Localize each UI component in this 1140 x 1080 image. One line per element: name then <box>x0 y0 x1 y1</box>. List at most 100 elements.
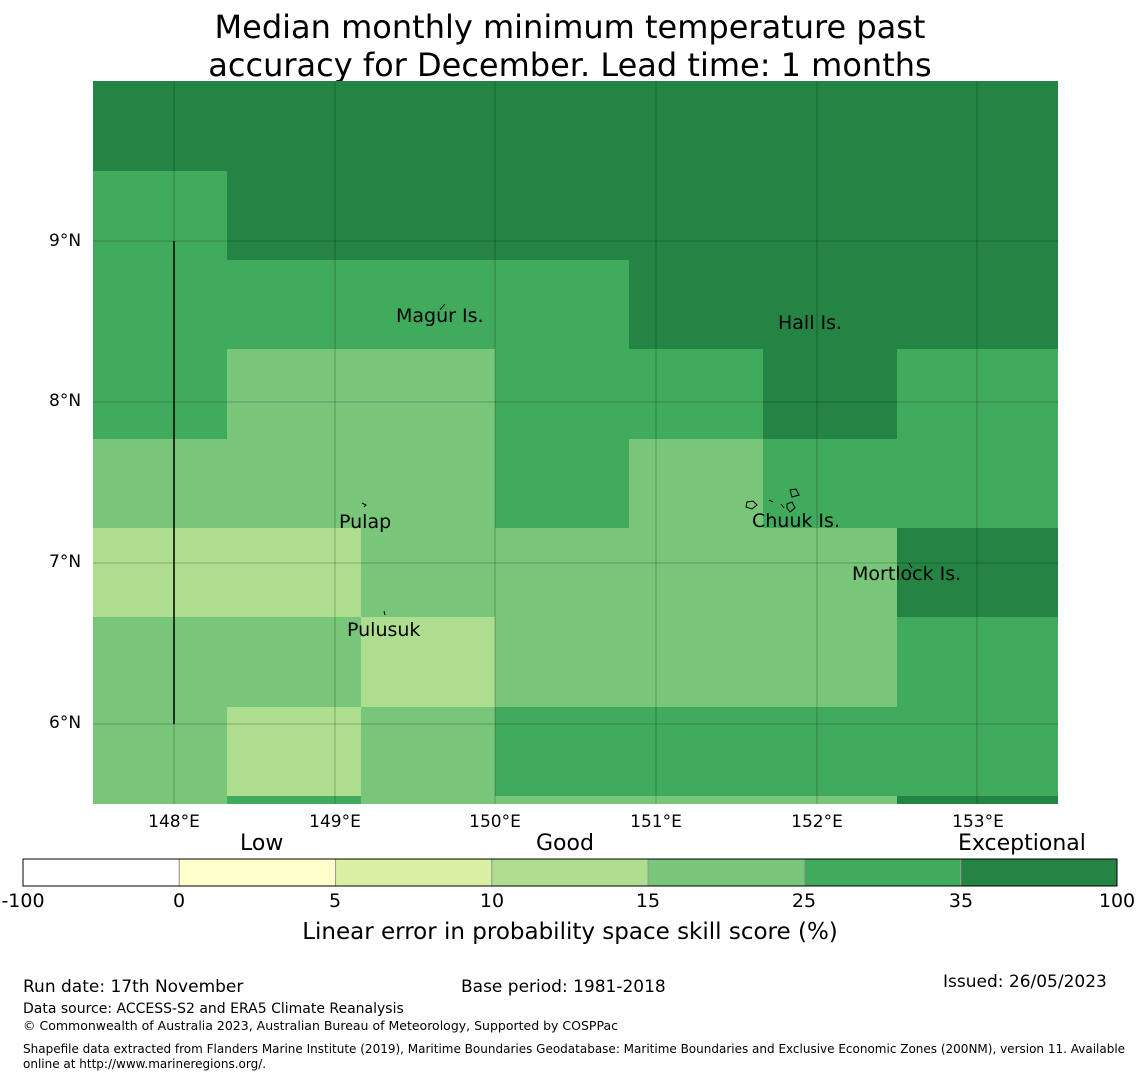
skill-cell <box>763 707 897 796</box>
skill-cell <box>495 528 629 617</box>
colorbar-segment <box>22 858 180 887</box>
skill-cell <box>361 260 495 349</box>
colorbar-tick-0: 0 <box>172 890 186 912</box>
skill-cell <box>495 349 629 439</box>
skill-cell <box>897 171 1031 260</box>
lat-label-6n: 6°N <box>49 713 82 733</box>
run-date: Run date: 17th November <box>23 977 244 997</box>
skill-cell <box>1031 796 1058 804</box>
place-hall: Hall Is. <box>778 312 843 334</box>
skill-cell <box>629 617 763 707</box>
skill-cell <box>1031 81 1058 171</box>
skill-cell <box>361 707 495 796</box>
colorbar-segment <box>960 858 1118 887</box>
skill-cell <box>227 796 361 804</box>
skill-cell <box>629 707 763 796</box>
skill-cell <box>897 439 1031 528</box>
colorbar-category-low: Low <box>240 831 284 856</box>
skill-cell <box>93 617 227 707</box>
colorbar-outline <box>22 858 1118 887</box>
skill-cell <box>93 349 227 439</box>
skill-cell <box>629 81 763 171</box>
shapefile-credit-line-2: online at http://www.marineregions.org/. <box>23 1057 267 1071</box>
skill-cell <box>227 349 361 439</box>
skill-cell <box>629 171 763 260</box>
skill-cell <box>361 796 495 804</box>
copyright: © Commonwealth of Australia 2023, Austra… <box>23 1018 618 1033</box>
skill-cell <box>629 349 763 439</box>
skill-cell <box>361 171 495 260</box>
skill-cell <box>897 81 1031 171</box>
skill-cell <box>93 528 227 617</box>
skill-cell <box>763 617 897 707</box>
island-outlines <box>361 303 913 616</box>
skill-cell <box>763 349 897 439</box>
chuuk-island-shapes <box>745 488 800 513</box>
lon-label-152e: 152°E <box>791 812 843 832</box>
skill-cell <box>227 707 361 796</box>
title-line-2: accuracy for December. Lead time: 1 mont… <box>208 46 932 84</box>
place-pulap: Pulap <box>339 511 392 533</box>
skill-cell <box>763 528 897 617</box>
colorbar <box>22 858 1118 887</box>
base-period: Base period: 1981-2018 <box>461 977 666 997</box>
skill-cell <box>1031 528 1058 617</box>
skill-cell <box>93 260 227 349</box>
colorbar-segment <box>491 858 649 887</box>
skill-cell <box>1031 171 1058 260</box>
colorbar-category-good: Good <box>536 831 594 856</box>
skill-cell <box>495 171 629 260</box>
skill-cell <box>897 707 1031 796</box>
skill-cell <box>629 260 763 349</box>
skill-cell <box>227 260 361 349</box>
skill-cell <box>227 171 361 260</box>
lon-label-151e: 151°E <box>630 812 682 832</box>
mortlock-island-shape <box>908 562 913 569</box>
colorbar-tick-5: 5 <box>328 890 342 912</box>
colorbar-tick-neg100: -100 <box>1 890 45 912</box>
skill-cell <box>93 81 227 171</box>
skill-cell <box>361 439 495 528</box>
colorbar-segment <box>178 858 337 887</box>
skill-cell <box>763 81 897 171</box>
lon-label-149e: 149°E <box>309 812 361 832</box>
place-chuuk: Chuuk Is. <box>752 510 840 532</box>
issued-date: Issued: 26/05/2023 <box>943 972 1107 992</box>
skill-cell <box>897 260 1031 349</box>
colorbar-segment <box>335 858 493 887</box>
pulap-island-shape <box>361 502 367 508</box>
lat-label-7n: 7°N <box>49 552 82 572</box>
skill-cell <box>629 528 763 617</box>
skill-cell <box>93 707 227 796</box>
skill-cell <box>897 528 1031 617</box>
data-source: Data source: ACCESS-S2 and ERA5 Climate … <box>23 1001 404 1017</box>
skill-cell <box>495 81 629 171</box>
gridlines <box>93 81 1058 804</box>
skill-cell <box>1031 439 1058 528</box>
lon-label-148e: 148°E <box>148 812 200 832</box>
colorbar-tick-10: 10 <box>479 890 505 912</box>
lon-label-150e: 150°E <box>469 812 521 832</box>
skill-cell <box>361 528 495 617</box>
skill-cell <box>897 796 1031 804</box>
colorbar-tick-25: 25 <box>791 890 817 912</box>
colorbar-segment <box>647 858 805 887</box>
skill-cell <box>763 439 897 528</box>
colorbar-tick-15: 15 <box>635 890 661 912</box>
skill-cell <box>227 81 361 171</box>
skill-cell <box>1031 707 1058 796</box>
lat-label-8n: 8°N <box>49 391 82 411</box>
place-pulusuk: Pulusuk <box>347 619 421 641</box>
place-mortlock: Mortlock Is. <box>852 563 962 585</box>
skill-cell <box>1031 617 1058 707</box>
skill-cell <box>629 439 763 528</box>
colorbar-segment <box>803 858 962 887</box>
skill-cell <box>897 349 1031 439</box>
skill-cell <box>763 260 897 349</box>
skill-cell <box>227 617 361 707</box>
skill-grid <box>93 81 1058 804</box>
skill-cell <box>1031 260 1058 349</box>
skill-cell <box>897 617 1031 707</box>
skill-cell <box>227 528 361 617</box>
